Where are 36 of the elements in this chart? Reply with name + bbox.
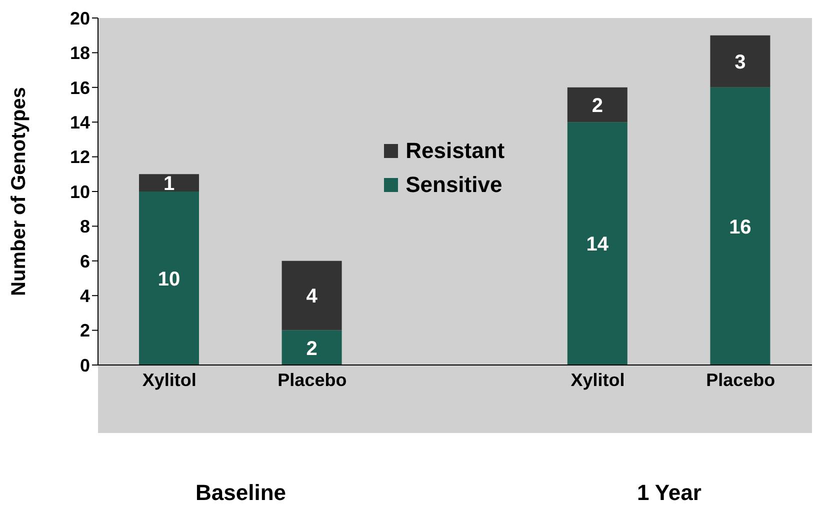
text: Baseline	[194, 480, 288, 506]
y-tick-label: 14	[70, 112, 90, 132]
x-tick-label: Xylitol	[570, 370, 625, 390]
data-label: 16	[729, 216, 752, 238]
y-tick-label: 20	[70, 8, 90, 28]
x-tick-label: Xylitol	[142, 370, 196, 390]
text: 1 Year	[636, 480, 702, 506]
data-label: 2	[592, 94, 603, 117]
data-label: 1	[163, 172, 175, 195]
y-tick-label: 2	[80, 320, 90, 341]
y-tick-label: 6	[80, 251, 90, 272]
y-tick-label: 18	[70, 43, 90, 64]
data-label: 4	[306, 286, 318, 308]
legend-label: Sensitive	[406, 172, 502, 198]
y-tick-label: 12	[70, 147, 90, 168]
bar	[710, 35, 770, 88]
bar	[139, 192, 199, 365]
bar	[567, 122, 628, 365]
x-tick-label: Placebo	[706, 370, 776, 390]
data-label: 2	[306, 338, 318, 360]
legend-label: Resistant	[406, 138, 505, 164]
y-axis-title: Number of Genotypes	[8, 87, 30, 296]
data-label: 10	[158, 268, 180, 290]
x-tick-label: Placebo	[278, 370, 347, 390]
y-tick-label: 8	[80, 216, 90, 237]
y-tick-label: 4	[80, 286, 90, 306]
bar	[567, 87, 628, 122]
bar	[710, 87, 770, 365]
bar	[282, 260, 342, 330]
bar	[282, 330, 342, 365]
data-label: 14	[586, 234, 610, 256]
y-tick-label: 0	[80, 355, 90, 376]
y-tick-label: 10	[70, 182, 90, 202]
bar	[139, 174, 199, 192]
y-tick-label: 16	[70, 78, 90, 98]
data-label: 3	[734, 51, 746, 74]
